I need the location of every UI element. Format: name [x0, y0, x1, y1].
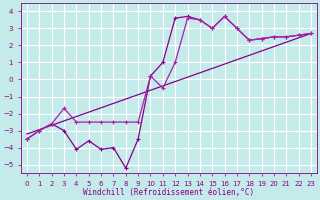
X-axis label: Windchill (Refroidissement éolien,°C): Windchill (Refroidissement éolien,°C) [84, 188, 255, 197]
